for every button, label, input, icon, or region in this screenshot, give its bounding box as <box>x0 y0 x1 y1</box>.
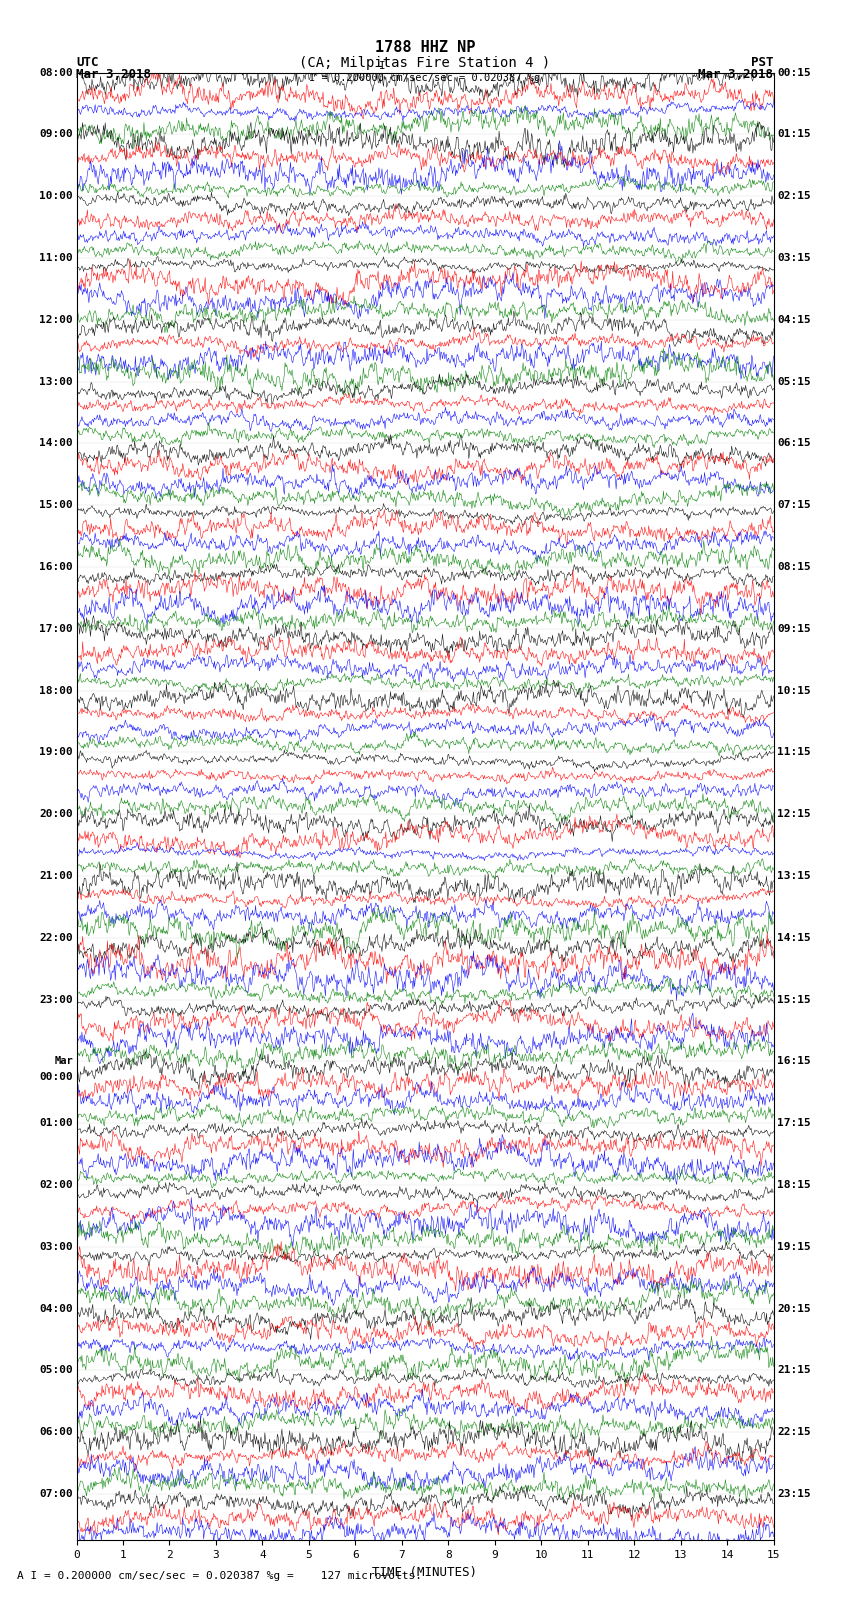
Text: 14:15: 14:15 <box>777 932 811 944</box>
Text: Mar 3,2018: Mar 3,2018 <box>699 68 774 81</box>
Text: 16:00: 16:00 <box>39 561 73 573</box>
Text: 19:00: 19:00 <box>39 747 73 758</box>
Text: 13:15: 13:15 <box>777 871 811 881</box>
Text: 06:15: 06:15 <box>777 439 811 448</box>
Text: 15:00: 15:00 <box>39 500 73 510</box>
Text: 01:15: 01:15 <box>777 129 811 139</box>
Text: Mar 3,2018: Mar 3,2018 <box>76 68 151 81</box>
Text: 12:00: 12:00 <box>39 315 73 324</box>
Text: 10:00: 10:00 <box>39 192 73 202</box>
Text: 09:00: 09:00 <box>39 129 73 139</box>
Text: 14:00: 14:00 <box>39 439 73 448</box>
Text: 20:00: 20:00 <box>39 810 73 819</box>
Text: Mar: Mar <box>54 1057 73 1066</box>
Text: 06:00: 06:00 <box>39 1428 73 1437</box>
Text: A I = 0.200000 cm/sec/sec = 0.020387 %g =    127 microvolts.: A I = 0.200000 cm/sec/sec = 0.020387 %g … <box>17 1571 422 1581</box>
Text: UTC: UTC <box>76 56 99 69</box>
Text: 18:15: 18:15 <box>777 1181 811 1190</box>
Text: 03:15: 03:15 <box>777 253 811 263</box>
Text: 04:15: 04:15 <box>777 315 811 324</box>
Text: 21:00: 21:00 <box>39 871 73 881</box>
Text: 13:00: 13:00 <box>39 376 73 387</box>
Text: 02:15: 02:15 <box>777 192 811 202</box>
Text: 12:15: 12:15 <box>777 810 811 819</box>
Text: 21:15: 21:15 <box>777 1366 811 1376</box>
Text: 19:15: 19:15 <box>777 1242 811 1252</box>
Text: 1788 HHZ NP: 1788 HHZ NP <box>375 40 475 55</box>
Text: 11:00: 11:00 <box>39 253 73 263</box>
Text: 22:15: 22:15 <box>777 1428 811 1437</box>
Text: 09:15: 09:15 <box>777 624 811 634</box>
Text: 04:00: 04:00 <box>39 1303 73 1313</box>
Text: PST: PST <box>751 56 774 69</box>
Text: 01:00: 01:00 <box>39 1118 73 1127</box>
Text: 18:00: 18:00 <box>39 686 73 695</box>
X-axis label: TIME (MINUTES): TIME (MINUTES) <box>372 1566 478 1579</box>
Text: I: I <box>379 61 386 71</box>
Text: 16:15: 16:15 <box>777 1057 811 1066</box>
Text: 02:00: 02:00 <box>39 1181 73 1190</box>
Text: 03:00: 03:00 <box>39 1242 73 1252</box>
Text: 00:00: 00:00 <box>39 1073 73 1082</box>
Text: 07:00: 07:00 <box>39 1489 73 1498</box>
Text: 10:15: 10:15 <box>777 686 811 695</box>
Text: 22:00: 22:00 <box>39 932 73 944</box>
Text: 05:15: 05:15 <box>777 376 811 387</box>
Text: I = 0.200000 cm/sec/sec = 0.020387 %g: I = 0.200000 cm/sec/sec = 0.020387 %g <box>309 73 541 82</box>
Text: 17:15: 17:15 <box>777 1118 811 1127</box>
Text: 07:15: 07:15 <box>777 500 811 510</box>
Text: 00:15: 00:15 <box>777 68 811 77</box>
Text: 23:15: 23:15 <box>777 1489 811 1498</box>
Text: 20:15: 20:15 <box>777 1303 811 1313</box>
Text: 15:15: 15:15 <box>777 995 811 1005</box>
Text: 11:15: 11:15 <box>777 747 811 758</box>
Text: 08:00: 08:00 <box>39 68 73 77</box>
Text: 05:00: 05:00 <box>39 1366 73 1376</box>
Text: (CA; Milpitas Fire Station 4 ): (CA; Milpitas Fire Station 4 ) <box>299 56 551 71</box>
Text: 08:15: 08:15 <box>777 561 811 573</box>
Text: 23:00: 23:00 <box>39 995 73 1005</box>
Text: 17:00: 17:00 <box>39 624 73 634</box>
